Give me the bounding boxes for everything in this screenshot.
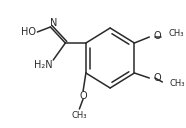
Text: O: O — [153, 31, 161, 41]
Text: CH₃: CH₃ — [72, 111, 87, 120]
Text: CH₃: CH₃ — [170, 79, 185, 88]
Text: O: O — [153, 73, 161, 83]
Text: H₂N: H₂N — [34, 60, 52, 70]
Text: O: O — [79, 91, 87, 101]
Text: CH₃: CH₃ — [169, 29, 185, 39]
Text: HO: HO — [20, 27, 36, 37]
Text: N: N — [50, 18, 58, 28]
